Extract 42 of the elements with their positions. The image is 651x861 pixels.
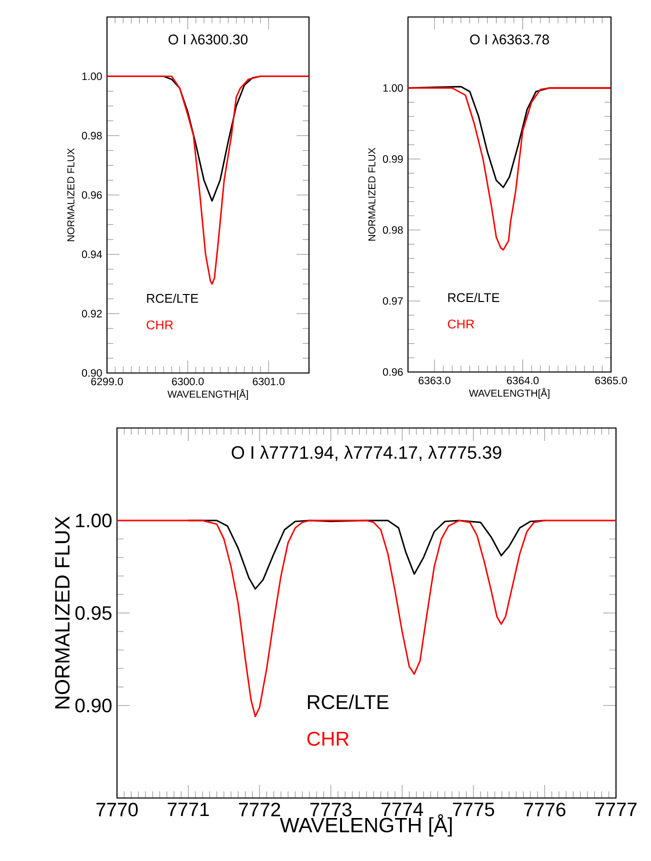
y-axis-title: NORMALIZED FLUX [55,516,70,708]
text: O I λ6363.78 [470,34,549,44]
x-tick-label: 7771 [168,802,209,816]
x-tick-label: 6299.0 [91,378,123,386]
y-tick-label: 0.96 [382,368,403,376]
y-axis-title: NORMALIZED FLUX [368,148,376,241]
x-tick-label: 6365.0 [595,376,627,384]
y-axis-title: NORMALIZED FLUX [67,148,74,242]
text: O I λ6300.30 [168,34,248,44]
text: CHR [146,320,173,330]
y-tick-label: 0.90 [75,698,112,712]
y-tick-label: 0.98 [82,132,102,140]
x-tick-label: 7773 [310,802,352,816]
x-axis-title: WAVELENGTH[Å] [167,388,248,400]
y-tick-label: 0.97 [382,297,403,305]
x-tick-label: 7777 [595,802,637,816]
x-tick-label: 6364.0 [506,376,539,384]
text: RCE/LTE [308,694,388,710]
y-tick-label: 0.95 [75,606,112,620]
y-tick-label: 0.99 [382,155,403,163]
x-tick-label: 7772 [239,802,280,816]
legend-label: RCE/LTE [448,292,500,302]
x-tick-label: 6300.0 [172,378,204,386]
y-tick-label: 1.00 [76,514,112,528]
x-tick-label: 7774 [382,802,424,816]
text: CHR [307,732,349,746]
x-tick-label: 6363.0 [418,376,450,384]
x-axis-title: WAVELENGTH[Å] [468,388,550,399]
y-tick-label: 0.90 [82,369,102,377]
x-tick-label: 7770 [96,802,138,816]
y-tick-label: 0.92 [82,310,102,318]
x-tick-label: 7775 [452,802,494,816]
y-tick-label: 1.00 [383,84,403,92]
text: RCE/LTE [147,294,198,303]
y-tick-label: 0.94 [82,250,102,258]
y-tick-label: 0.98 [382,226,403,234]
y-tick-label: 1.00 [82,72,102,80]
y-tick-label: 0.96 [82,191,102,199]
x-tick-label: 7776 [524,802,566,816]
text: CHR [448,320,474,329]
x-tick-label: 6301.0 [252,378,284,386]
text: O I λ7771.94, λ7774.17, λ7775.39 [232,446,502,462]
